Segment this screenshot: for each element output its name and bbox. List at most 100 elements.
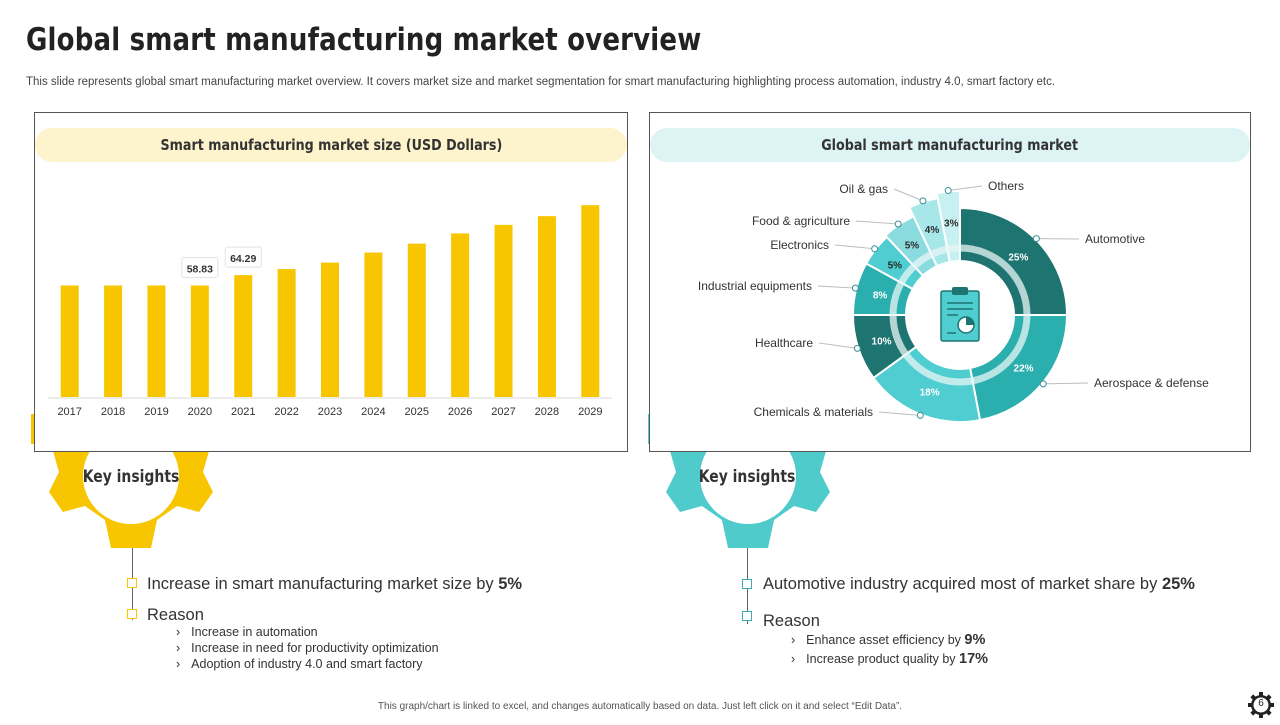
- bullet-marker: [742, 579, 752, 589]
- slice-value-label: 18%: [920, 388, 940, 399]
- bar-2019: [147, 285, 165, 397]
- bullet-marker: [127, 578, 137, 588]
- data-label: 58.83: [187, 263, 213, 275]
- x-tick-label: 2017: [57, 406, 81, 418]
- reason-label-left: Reason: [147, 606, 204, 625]
- slice-category-label: Oil & gas: [839, 182, 888, 196]
- slice-value-label: 10%: [872, 336, 892, 347]
- bar-2024: [364, 253, 382, 397]
- reason-item-left-0: ›Increase in automation: [176, 625, 318, 639]
- slice-category-label: Electronics: [770, 238, 829, 252]
- reason-item-left-2: ›Adoption of industry 4.0 and smart fact…: [176, 657, 423, 671]
- insight-left-text: Increase in smart manufacturing market s…: [147, 575, 498, 593]
- insight-left: Increase in smart manufacturing market s…: [147, 575, 522, 594]
- data-label: 64.29: [230, 253, 256, 265]
- reason-text: Enhance asset efficiency by: [806, 633, 964, 647]
- page-number: 6: [1246, 698, 1276, 709]
- reason-item-left-1: ›Increase in need for productivity optim…: [176, 641, 439, 655]
- reason-text: Increase in need for productivity optimi…: [191, 641, 438, 655]
- leader-dot: [917, 412, 923, 418]
- market-segment-panel: Global smart manufacturing market 25% Aut…: [649, 112, 1251, 452]
- x-tick-label: 2024: [361, 406, 385, 418]
- bar-2029: [581, 205, 599, 397]
- page-number-badge: 6: [1246, 690, 1276, 720]
- market-size-header-text: Smart manufacturing market size (USD Dol…: [160, 136, 502, 154]
- x-tick-label: 2022: [274, 406, 298, 418]
- reason-value: 17%: [959, 651, 988, 667]
- reason-value: 9%: [964, 632, 985, 648]
- leader-dot: [1033, 236, 1039, 242]
- leader-dot: [945, 188, 951, 194]
- page-subtitle: This slide represents global smart manuf…: [26, 76, 1055, 88]
- slice-category-label: Others: [988, 179, 1024, 193]
- leader-line: [819, 343, 857, 348]
- slice-category-label: Food & agriculture: [752, 214, 850, 228]
- x-tick-label: 2025: [405, 406, 429, 418]
- bar-2022: [278, 269, 296, 397]
- clipboard-chart-icon: [941, 287, 979, 341]
- bar-2017: [61, 285, 79, 397]
- bar-2026: [451, 233, 469, 397]
- slice-value-label: 4%: [925, 225, 940, 236]
- slice-value-label: 22%: [1014, 364, 1034, 375]
- market-size-header: Smart manufacturing market size (USD Dol…: [35, 128, 627, 162]
- insight-right-text: Automotive industry acquired most of mar…: [763, 575, 1162, 593]
- reason-text: Increase product quality by: [806, 652, 959, 666]
- leader-dot: [872, 246, 878, 252]
- bar-2021: [234, 275, 252, 397]
- reason-item-right-0: ›Enhance asset efficiency by 9%: [791, 632, 985, 648]
- insight-right-value: 25%: [1162, 575, 1195, 593]
- footer-note: This graph/chart is linked to excel, and…: [0, 701, 1280, 712]
- x-tick-label: 2023: [318, 406, 342, 418]
- slice-value-label: 5%: [905, 240, 920, 251]
- reason-label-right: Reason: [763, 612, 820, 631]
- slice-category-label: Aerospace & defense: [1094, 376, 1209, 390]
- bullet-marker: [742, 611, 752, 621]
- slice-category-label: Chemicals & materials: [754, 405, 873, 419]
- leader-line: [835, 245, 875, 249]
- leader-line: [818, 286, 855, 288]
- x-tick-label: 2021: [231, 406, 255, 418]
- x-tick-label: 2029: [578, 406, 602, 418]
- slice-value-label: 8%: [873, 290, 888, 301]
- slice-value-label: 25%: [1008, 253, 1028, 264]
- bar-2023: [321, 263, 339, 397]
- market-size-bar-chart: 2017 2018 2019 2020 58.83 2021 64.29 2022 2023 20…: [35, 173, 627, 433]
- slice-value-label: 5%: [888, 260, 903, 271]
- slice-category-label: Healthcare: [755, 336, 813, 350]
- x-tick-label: 2019: [144, 406, 168, 418]
- x-tick-label: 2028: [535, 406, 559, 418]
- leader-dot: [854, 345, 860, 351]
- reason-item-right-1: ›Increase product quality by 17%: [791, 651, 988, 667]
- x-tick-label: 2018: [101, 406, 125, 418]
- bar-2018: [104, 285, 122, 397]
- leader-line: [1043, 383, 1088, 384]
- reason-text: Adoption of industry 4.0 and smart facto…: [191, 657, 422, 671]
- x-tick-label: 2027: [491, 406, 515, 418]
- market-segment-header-text: Global smart manufacturing market: [822, 136, 1079, 154]
- leader-dot: [895, 221, 901, 227]
- insight-right: Automotive industry acquired most of mar…: [763, 575, 1195, 594]
- leader-dot: [920, 198, 926, 204]
- slice-category-label: Automotive: [1085, 232, 1145, 246]
- x-tick-label: 2020: [188, 406, 212, 418]
- reason-text: Increase in automation: [191, 625, 317, 639]
- page-title: Global smart manufacturing market overvi…: [26, 22, 701, 58]
- leader-dot: [852, 285, 858, 291]
- insight-left-value: 5%: [498, 575, 522, 593]
- bar-2027: [495, 225, 513, 397]
- bar-2025: [408, 244, 426, 397]
- bar-2028: [538, 216, 556, 397]
- market-size-panel: Smart manufacturing market size (USD Dol…: [34, 112, 628, 452]
- slice-value-label: 3%: [944, 218, 959, 229]
- bullet-marker: [127, 609, 137, 619]
- leader-line: [894, 189, 923, 201]
- market-segment-donut-chart: 25% Automotive 22% Aerospace & defense 18% Ch…: [650, 173, 1250, 448]
- key-insights-label-left: Key insights: [82, 467, 180, 487]
- x-tick-label: 2026: [448, 406, 472, 418]
- slice-category-label: Industrial equipments: [698, 279, 812, 293]
- key-insights-label-right: Key insights: [698, 467, 796, 487]
- leader-line: [948, 186, 982, 191]
- bar-2020: [191, 285, 209, 397]
- leader-line: [856, 221, 898, 224]
